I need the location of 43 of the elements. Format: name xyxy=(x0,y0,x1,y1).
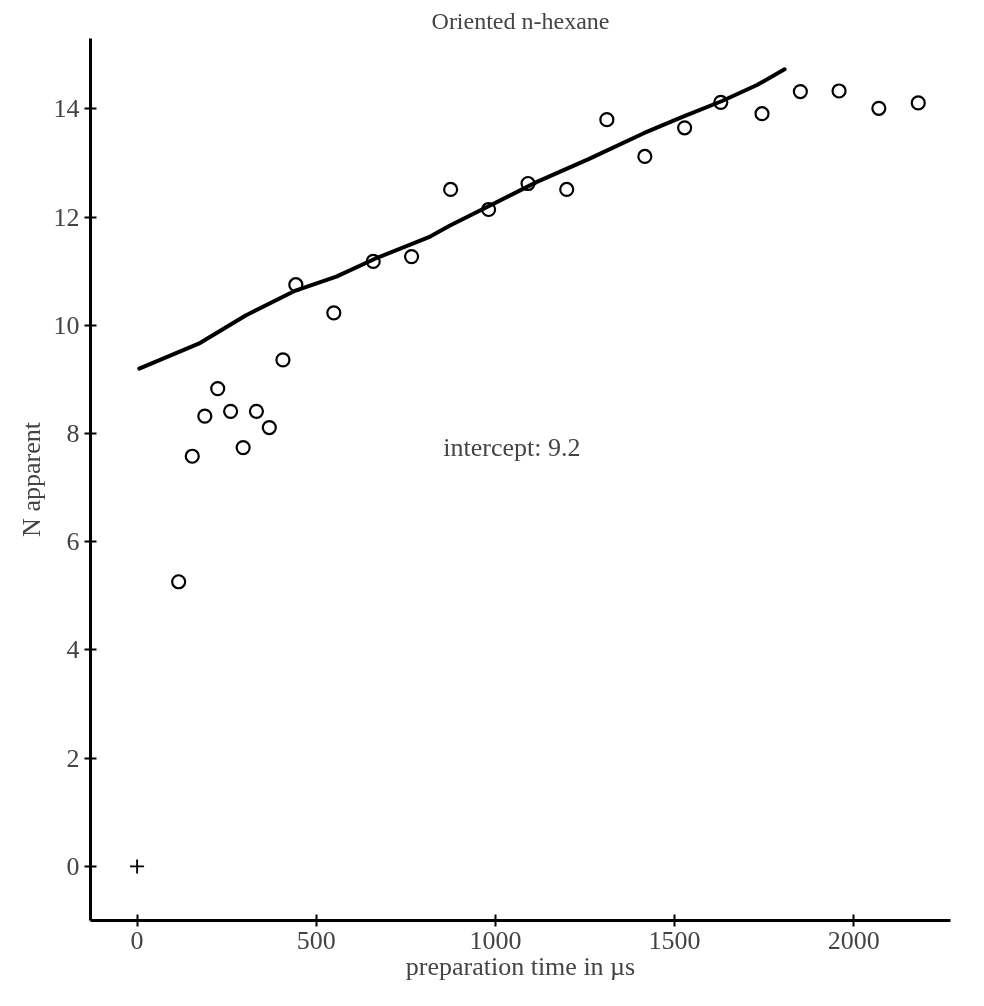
point xyxy=(275,352,291,368)
chart-title: Oriented n-hexane xyxy=(431,7,610,34)
x-tick-label: 2000 xyxy=(827,925,880,955)
point xyxy=(129,858,145,875)
point xyxy=(792,83,808,100)
y-tick-label: 12 xyxy=(53,202,80,232)
point xyxy=(443,181,459,198)
point xyxy=(559,181,575,198)
point xyxy=(365,253,381,270)
point xyxy=(223,403,239,419)
point xyxy=(637,148,653,165)
point xyxy=(326,305,342,321)
x-tick-label: 1500 xyxy=(648,925,701,955)
point xyxy=(871,100,887,116)
y-tick-label: 2 xyxy=(66,743,80,773)
y-tick-label: 10 xyxy=(53,310,80,340)
point xyxy=(171,574,187,590)
point xyxy=(248,403,265,419)
point xyxy=(481,201,497,218)
point xyxy=(288,277,304,293)
y-axis-title: N apparent xyxy=(16,421,46,537)
x-tick-label: 0 xyxy=(130,925,144,955)
point xyxy=(754,106,770,122)
y-tick-label: 4 xyxy=(66,635,80,665)
y-tick-label: 6 xyxy=(66,527,80,557)
point xyxy=(677,120,693,136)
y-tick-label: 0 xyxy=(66,851,80,881)
point xyxy=(261,419,277,436)
point xyxy=(210,381,226,397)
point xyxy=(403,248,420,265)
y-tick-label: 14 xyxy=(53,94,80,124)
y-tick-label: 8 xyxy=(66,419,80,449)
point xyxy=(713,94,729,110)
point xyxy=(599,112,615,128)
line-series xyxy=(137,67,787,371)
point xyxy=(184,448,200,464)
point xyxy=(197,408,213,424)
x-tick-label: 500 xyxy=(296,925,336,955)
point xyxy=(831,83,847,99)
point xyxy=(910,95,926,111)
annotation: intercept: 9.2 xyxy=(443,432,581,462)
point xyxy=(520,175,536,192)
point xyxy=(235,439,251,456)
